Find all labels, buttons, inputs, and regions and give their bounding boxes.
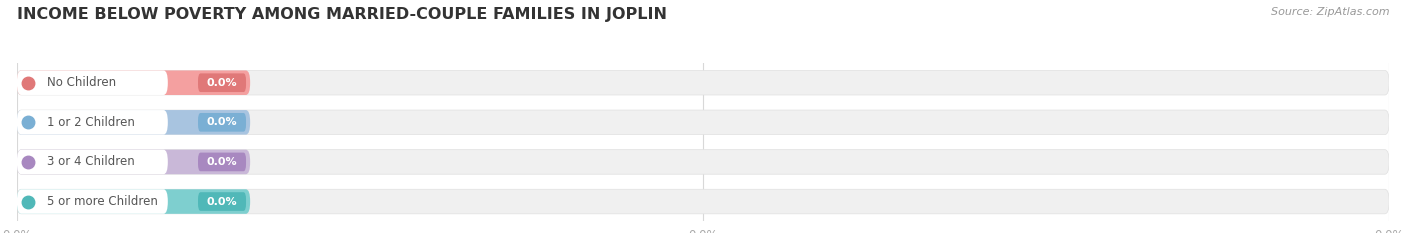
FancyBboxPatch shape	[198, 73, 246, 92]
FancyBboxPatch shape	[17, 70, 250, 95]
Text: 0.0%: 0.0%	[207, 117, 238, 127]
Text: 5 or more Children: 5 or more Children	[46, 195, 157, 208]
FancyBboxPatch shape	[17, 189, 1389, 214]
FancyBboxPatch shape	[17, 110, 1389, 135]
FancyBboxPatch shape	[198, 153, 246, 171]
Text: 3 or 4 Children: 3 or 4 Children	[46, 155, 135, 168]
FancyBboxPatch shape	[17, 150, 250, 174]
FancyBboxPatch shape	[17, 189, 250, 214]
Text: 0.0%: 0.0%	[207, 157, 238, 167]
Text: 1 or 2 Children: 1 or 2 Children	[46, 116, 135, 129]
FancyBboxPatch shape	[17, 150, 1389, 174]
FancyBboxPatch shape	[17, 110, 167, 135]
FancyBboxPatch shape	[17, 150, 167, 174]
Text: 0.0%: 0.0%	[207, 78, 238, 88]
FancyBboxPatch shape	[17, 70, 1389, 95]
Text: 0.0%: 0.0%	[207, 197, 238, 206]
Text: Source: ZipAtlas.com: Source: ZipAtlas.com	[1271, 7, 1389, 17]
FancyBboxPatch shape	[17, 70, 167, 95]
Text: No Children: No Children	[46, 76, 117, 89]
Text: INCOME BELOW POVERTY AMONG MARRIED-COUPLE FAMILIES IN JOPLIN: INCOME BELOW POVERTY AMONG MARRIED-COUPL…	[17, 7, 666, 22]
FancyBboxPatch shape	[198, 192, 246, 211]
FancyBboxPatch shape	[17, 110, 250, 135]
FancyBboxPatch shape	[17, 189, 167, 214]
FancyBboxPatch shape	[198, 113, 246, 132]
